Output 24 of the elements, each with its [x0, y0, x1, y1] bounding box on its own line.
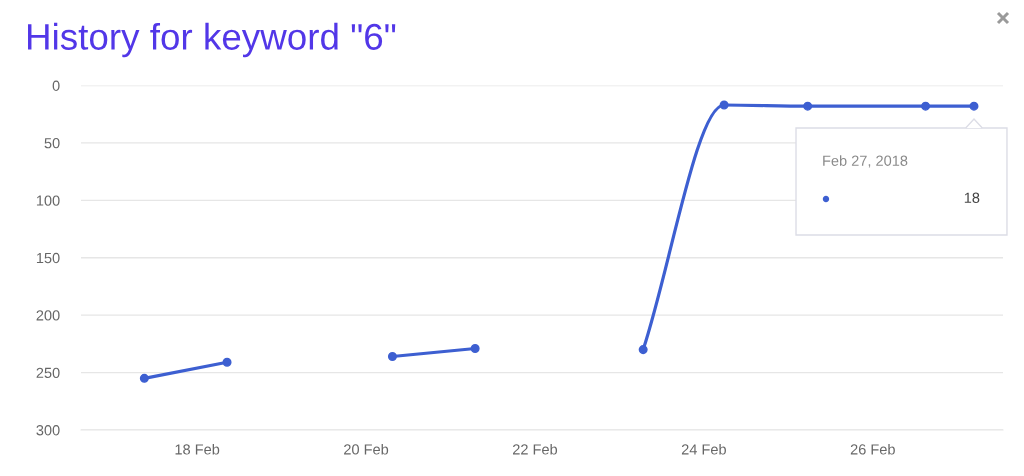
- x-tick-label: 24 Feb: [681, 443, 726, 455]
- x-tick-label: 18 Feb: [175, 443, 220, 455]
- chart-title: History for keyword "6": [28, 22, 396, 58]
- point: [139, 373, 149, 383]
- point: [921, 101, 931, 111]
- y-tick-label: 150: [36, 252, 60, 264]
- point: [969, 101, 979, 111]
- point: [803, 101, 813, 111]
- y-tick-label: 0: [52, 80, 60, 91]
- x-tick-label: 26 Feb: [850, 443, 895, 455]
- point: [719, 100, 729, 110]
- point: [387, 351, 397, 362]
- y-tick-label: 250: [36, 367, 60, 379]
- y-tick-label: 100: [36, 195, 60, 206]
- x-tick-label: 20 Feb: [344, 443, 389, 455]
- x-tick-label: 22 Feb: [513, 443, 558, 455]
- y-tick-label: 50: [44, 138, 60, 149]
- annotation: 18: [964, 192, 980, 203]
- point: [470, 343, 480, 353]
- y-tick-label: 200: [36, 310, 60, 321]
- point: [638, 345, 648, 355]
- y-tick-label: 300: [36, 425, 60, 436]
- annotation: Feb 27, 2018: [823, 155, 908, 168]
- point: [222, 357, 232, 367]
